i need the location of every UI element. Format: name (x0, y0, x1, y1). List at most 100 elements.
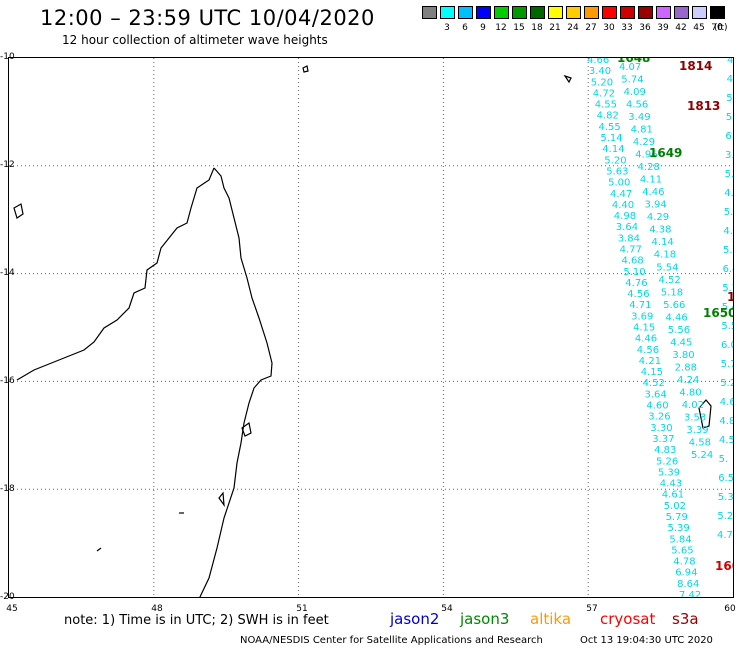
legend-label: 12 (495, 23, 507, 33)
swh-value: 5.98 (723, 245, 733, 256)
swh-value: 4 (727, 58, 733, 66)
legend-swatch (440, 6, 455, 19)
credit-line: NOAA/NESDIS Center for Satellite Applica… (240, 635, 543, 646)
swh-value: 4.18 (654, 250, 676, 261)
lat-tick-label: -10 (0, 52, 15, 62)
swh-value: 5.79 (666, 512, 688, 523)
swh-value: 4.07 (619, 62, 641, 73)
swh-value: 3.64 (616, 222, 638, 233)
legend-label: 70 (711, 23, 723, 33)
swh-value: 4.56 (627, 289, 649, 300)
legend-label: 30 (603, 23, 615, 33)
swh-value: 3.94 (645, 200, 667, 211)
pass-time-label: 1649 (649, 146, 682, 160)
swh-value: 5. (719, 454, 729, 465)
swh-value: 4.40 (612, 200, 634, 211)
swh-value: 4.46 (635, 334, 657, 345)
swh-value: 4.15 (633, 323, 655, 334)
swh-value: 4.55 (599, 122, 621, 133)
pass-time-label: 1650 (703, 306, 733, 320)
swh-value: 4.60 (646, 401, 668, 412)
swh-value: 6.03 (721, 340, 733, 351)
altimeter-track-c: 4 4 5. 5. 6. 3. 5. 4. 5. 4.30 5.98 6.44 5.72 5.42 5.54… (717, 55, 740, 541)
legend-swatch (710, 6, 725, 19)
generated-timestamp: Oct 13 19:04:30 UTC 2020 (580, 635, 713, 646)
swh-value: 5.65 (671, 545, 693, 556)
lon-tick-label: 57 (586, 604, 598, 614)
legend-swatch (512, 6, 527, 19)
satellite-name: jason3 (460, 610, 510, 628)
swh-value: 4.77 (620, 245, 642, 256)
legend-label: 36 (639, 23, 651, 33)
swh-value: 4.11 (640, 175, 662, 186)
swh-value: 3.84 (618, 233, 640, 244)
altimeter-track-a: 4.663.405.204.724.554.824.555.144.145.20… (587, 55, 701, 601)
altimeter-track-b: 4.075.744.094.563.494.814.294.964.284.11… (619, 62, 713, 461)
lon-tick-label: 60 (724, 604, 736, 614)
lat-tick-label: -12 (0, 160, 15, 170)
swh-value: 6. (725, 131, 733, 142)
swh-value: 3.49 (628, 112, 650, 123)
swh-value: 4.38 (649, 225, 671, 236)
lat-tick-label: -16 (0, 376, 15, 386)
swh-value: 3.69 (631, 311, 653, 322)
legend-label: 33 (621, 23, 633, 33)
swh-value: 5.54 (656, 262, 678, 273)
swh-value: 4.09 (624, 87, 646, 98)
swh-value: 3.53 (684, 413, 706, 424)
swh-value: 4.14 (602, 144, 624, 155)
map-subtitle: 12 hour collection of altimeter wave hei… (62, 33, 328, 47)
swh-value: 5.10 (623, 267, 645, 278)
legend-label: 39 (657, 23, 669, 33)
legend-swatch (458, 6, 473, 19)
swh-value: 5.39 (658, 467, 680, 478)
swh-value: 6.44 (723, 264, 733, 275)
swh-value: 6.5 (718, 473, 733, 484)
lat-tick-label: -18 (0, 484, 15, 494)
swh-value: 4.28 (638, 162, 660, 173)
pass-time-label: 18 (727, 290, 733, 304)
swh-value: 5.63 (606, 167, 628, 178)
swh-value: 5.56 (668, 325, 690, 336)
legend-swatch (638, 6, 653, 19)
swh-value: 2.88 (675, 362, 697, 373)
legend-label: 45 (693, 23, 705, 33)
footer-note: note: 1) Time is in UTC; 2) SWH is in fe… (64, 613, 329, 628)
swh-value: 4.46 (642, 187, 664, 198)
swh-value: 5.84 (669, 534, 691, 545)
swh-value: 5.02 (664, 501, 686, 512)
swh-value: 4.80 (719, 416, 733, 427)
legend-swatch (422, 6, 437, 19)
swh-value: 5.22 (720, 378, 733, 389)
pass-time-label: 160 (715, 559, 733, 573)
legend-swatch (674, 6, 689, 19)
swh-value: 4.66 (587, 58, 609, 66)
swh-value: 4.15 (641, 367, 663, 378)
lon-tick-label: 51 (296, 604, 308, 614)
pass-time-label: 1813 (687, 99, 720, 113)
pass-time-label: 1814 (679, 59, 712, 73)
swh-value: 3.39 (686, 425, 708, 436)
legend-label: 42 (675, 23, 687, 33)
lon-tick-label: 54 (441, 604, 453, 614)
swh-value: 5.20 (591, 77, 613, 88)
swh-value: 3.30 (650, 423, 672, 434)
swh-value: 3.37 (652, 434, 674, 445)
legend-label: 9 (480, 23, 486, 33)
lon-tick-label: 48 (151, 604, 163, 614)
swh-value: 4.58 (719, 435, 733, 446)
legend-label: 6 (462, 23, 468, 33)
swh-value: 5.14 (600, 133, 622, 144)
swh-value: 5. (726, 112, 733, 123)
pass-time-label: 1648 (617, 58, 650, 65)
swh-value: 6.94 (675, 568, 697, 579)
legend-unit: (ft) (714, 23, 728, 33)
swh-value: 4 (727, 74, 733, 85)
swh-value: 5.66 (663, 300, 685, 311)
legend-label: 27 (585, 23, 597, 33)
swh-value: 5.42 (722, 302, 733, 313)
legend-swatch (566, 6, 581, 19)
swh-value: 5. (725, 169, 733, 180)
map-title: 12:00 – 23:59 UTC 10/04/2020 (40, 6, 375, 30)
swh-value: 4.02 (682, 400, 704, 411)
